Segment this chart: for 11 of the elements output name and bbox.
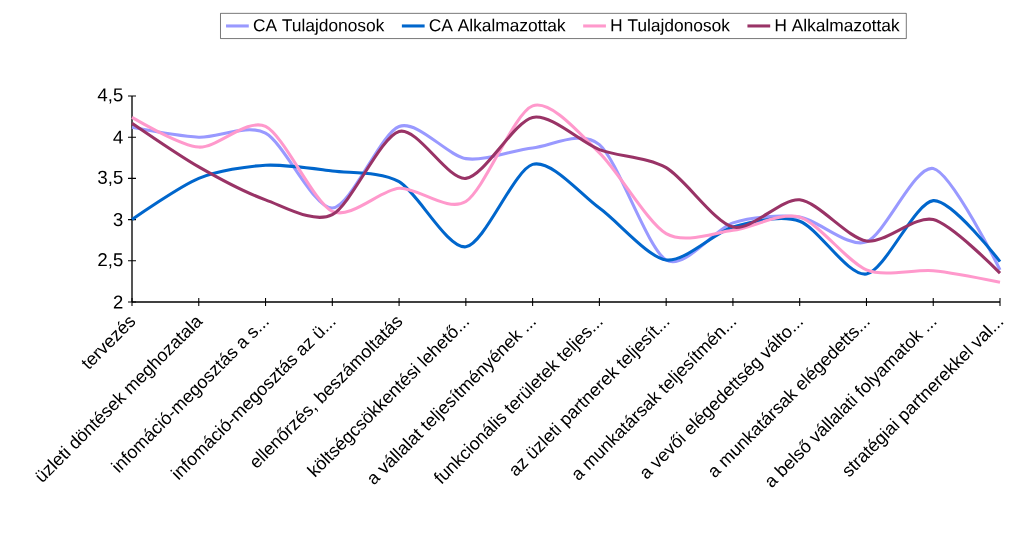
y-tick-label: 4,5 [97,88,123,104]
legend-label: CA Tulajdonosok [253,18,385,35]
legend-label: CA Alkalmazottak [429,18,566,32]
legend-label: H Alkalmazottak [775,18,900,32]
y-tick-label: 3 [113,212,123,227]
y-tick-label: 4 [113,130,123,144]
legend-label: H Tulajdonosok [611,18,730,35]
y-tick-label: 2,5 [98,253,123,269]
y-tick-label: 2 [113,295,123,309]
line-series [130,162,1002,276]
y-tick-label: 3,5 [98,170,123,187]
